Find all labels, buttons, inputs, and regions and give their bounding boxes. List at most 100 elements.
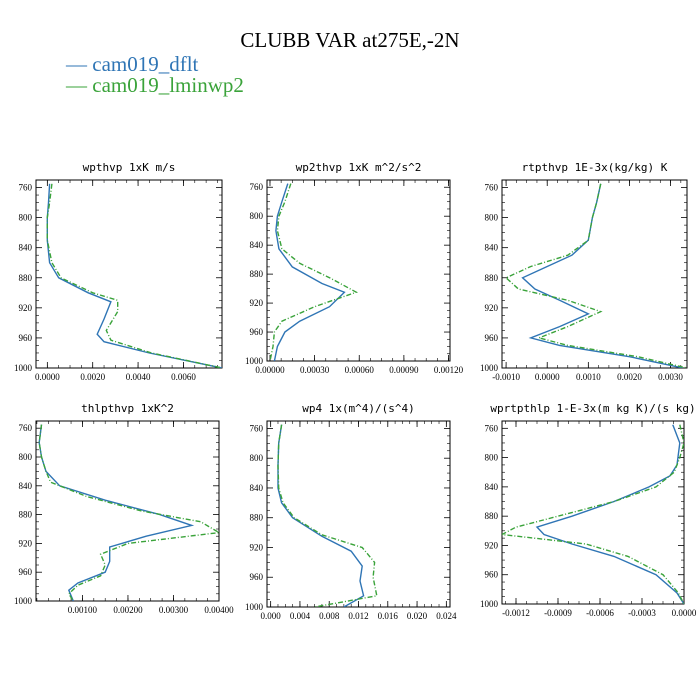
ytick-label: 1000 — [14, 363, 33, 373]
ytick-label: 920 — [19, 303, 33, 313]
xtick-label: 0.0020 — [617, 372, 642, 382]
chart-frame-1 — [266, 179, 451, 362]
chart-panel-0: wpthvp 1xK m/s76080084088092096010000.00… — [14, 161, 223, 382]
chart-frame-0 — [35, 179, 223, 369]
ytick-label: 760 — [485, 423, 499, 433]
ytick-label: 800 — [485, 213, 499, 223]
ytick-label: 760 — [485, 183, 499, 193]
series-line-lminwp2 — [38, 424, 219, 601]
xtick-label: 0.00200 — [113, 605, 143, 615]
ytick-label: 1000 — [480, 363, 499, 373]
ytick-label: 1000 — [245, 602, 264, 612]
ytick-label: 880 — [19, 510, 33, 520]
ytick-label: 1000 — [480, 599, 499, 609]
ytick-label: 840 — [19, 243, 33, 253]
ytick-label: 800 — [19, 213, 33, 223]
xtick-label: 0.00120 — [434, 365, 464, 375]
ytick-label: 840 — [485, 243, 499, 253]
series-line-dflt — [277, 424, 365, 607]
ytick-label: 1000 — [14, 596, 33, 606]
series-line-dflt — [521, 183, 684, 368]
ytick-label: 840 — [19, 481, 33, 491]
ytick-label: 840 — [250, 240, 264, 250]
series-line-dflt — [38, 424, 195, 601]
chart-frame-3 — [35, 420, 220, 602]
xtick-label: 0.0000 — [672, 608, 697, 618]
series-line-dflt — [46, 183, 222, 368]
series-line-lminwp2 — [504, 183, 687, 368]
xtick-label: 0.0040 — [126, 372, 151, 382]
series-line-lminwp2 — [46, 183, 222, 368]
ytick-label: 760 — [250, 423, 264, 433]
xtick-label: 0.00000 — [255, 365, 285, 375]
xtick-label: 0.00400 — [204, 605, 234, 615]
xtick-label: 0.000 — [261, 611, 282, 621]
ytick-label: 920 — [485, 540, 499, 550]
chart-title-4: wp4 1x(m^4)/(s^4) — [302, 402, 415, 415]
xtick-label: 0.004 — [290, 611, 311, 621]
series-line-lminwp2 — [502, 424, 684, 604]
chart-panel-4: wp4 1x(m^4)/(s^4)76080084088092096010000… — [245, 402, 457, 621]
ytick-label: 960 — [250, 572, 264, 582]
xtick-label: 0.024 — [436, 611, 457, 621]
chart-title-0: wpthvp 1xK m/s — [83, 161, 176, 174]
ytick-label: 760 — [19, 423, 33, 433]
xtick-label: 0.0000 — [35, 372, 60, 382]
series-line-lminwp2 — [277, 424, 378, 607]
xtick-label: 0.020 — [407, 611, 428, 621]
chart-title-5: wprtpthlp 1-E-3x(m kg K)/(s kg) — [490, 402, 695, 415]
xtick-label: -0.0003 — [628, 608, 656, 618]
chart-title-2: rtpthvp 1E-3x(kg/kg) K — [522, 161, 668, 174]
series-line-dflt — [273, 183, 346, 361]
ytick-label: 920 — [250, 298, 264, 308]
ytick-label: 880 — [485, 511, 499, 521]
xtick-label: 0.0030 — [658, 372, 683, 382]
chart-panel-2: rtpthvp 1E-3x(kg/kg) K 760 800 840 880 920 960… — [480, 161, 688, 382]
chart-frame-4 — [266, 420, 451, 608]
chart-panel-1: wp2thvp 1xK m^2/s^2 760 800 840 880 920 960 100… — [245, 161, 464, 375]
chart-title-1: wp2thvp 1xK m^2/s^2 — [296, 161, 422, 174]
ytick-label: 960 — [19, 333, 33, 343]
ytick-label: 960 — [485, 570, 499, 580]
chart-panel-3: thlpthvp 1xK^2 760 800 840 880 920 960 1000 0.00… — [14, 402, 234, 615]
xtick-label: 0.008 — [319, 611, 340, 621]
legend-entry-dflt: — cam019_dflt — [66, 52, 199, 76]
ytick-label: 840 — [485, 482, 499, 492]
legend-entry-lminwp2: — cam019_lminwp2 — [66, 73, 244, 97]
ytick-label: 800 — [250, 211, 264, 221]
series-line-dflt — [535, 424, 684, 604]
ytick-label: 880 — [250, 513, 264, 523]
ytick-label: 1000 — [245, 356, 264, 366]
ytick-label: 920 — [485, 303, 499, 313]
ytick-label: 920 — [19, 538, 33, 548]
figure-title: CLUBB VAR at275E,-2N — [240, 28, 460, 52]
xtick-label: 0.0010 — [576, 372, 601, 382]
xtick-label: 0.0000 — [535, 372, 560, 382]
ytick-label: 760 — [19, 183, 33, 193]
xtick-label: -0.0010 — [492, 372, 520, 382]
ytick-label: 960 — [19, 567, 33, 577]
ytick-label: 840 — [250, 483, 264, 493]
ytick-label: 960 — [485, 333, 499, 343]
ytick-label: 880 — [250, 269, 264, 279]
xtick-label: 0.0060 — [171, 372, 196, 382]
ytick-label: 800 — [19, 452, 33, 462]
ytick-label: 880 — [485, 273, 499, 283]
ytick-label: 880 — [19, 273, 33, 283]
xtick-label: 0.00300 — [159, 605, 189, 615]
xtick-label: 0.00090 — [389, 365, 419, 375]
xtick-label: 0.00060 — [345, 365, 375, 375]
series-line-lminwp2 — [269, 183, 359, 361]
ytick-label: 760 — [250, 182, 264, 192]
xtick-label: 0.00100 — [68, 605, 98, 615]
chart-frame-2 — [501, 179, 688, 369]
xtick-label: -0.0006 — [586, 608, 614, 618]
ytick-label: 800 — [250, 453, 264, 463]
ytick-label: 960 — [250, 327, 264, 337]
chart-panel-5: wprtpthlp 1-E-3x(m kg K)/(s kg) 760 800 840… — [480, 402, 697, 618]
ytick-label: 920 — [250, 542, 264, 552]
xtick-label: 0.00030 — [300, 365, 330, 375]
chart-title-3: thlpthvp 1xK^2 — [81, 402, 174, 415]
xtick-label: 0.0020 — [80, 372, 105, 382]
